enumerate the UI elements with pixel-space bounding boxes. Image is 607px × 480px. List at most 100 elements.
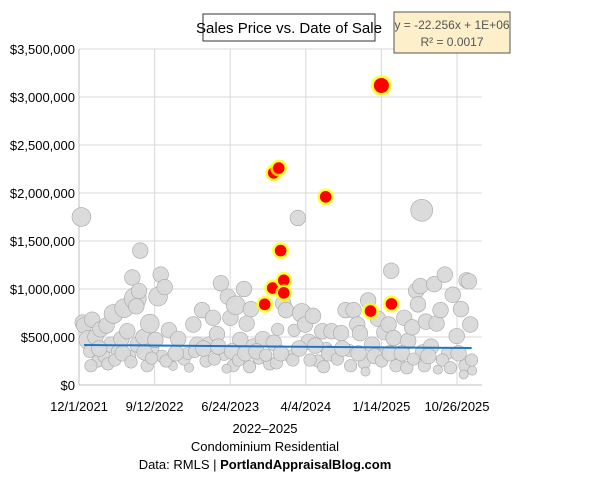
x-axis-label-years: 2022–2025 (232, 421, 297, 436)
gray-data-point (462, 316, 479, 333)
gray-data-point (226, 295, 246, 316)
gray-data-point (145, 351, 159, 365)
gray-data-point (383, 262, 400, 279)
gray-data-point (291, 340, 308, 357)
red-data-point (277, 274, 290, 287)
gray-data-point (385, 329, 402, 347)
gray-data-point (277, 302, 295, 319)
gray-data-point (286, 353, 300, 367)
gray-data-point (450, 345, 467, 362)
gray-data-point (344, 359, 358, 373)
gray-data-point (140, 313, 160, 334)
gray-data-point (147, 331, 164, 348)
gray-data-point (389, 359, 403, 373)
gray-data-point (304, 307, 322, 324)
gray-data-point (289, 209, 306, 227)
gray-data-point (124, 355, 138, 369)
gray-data-point (458, 369, 469, 380)
y-tick-label: $0 (61, 378, 75, 393)
gray-data-point (272, 345, 289, 362)
gray-data-point (409, 296, 427, 313)
gray-data-point (130, 282, 148, 300)
y-tick-label: $1,000,000 (10, 282, 75, 297)
y-tick-label: $2,500,000 (10, 138, 75, 153)
gray-data-point (271, 322, 285, 336)
gray-data-point (444, 286, 461, 303)
y-tick-label: $2,000,000 (10, 186, 75, 201)
gray-data-point (400, 361, 414, 375)
gray-data-point (448, 327, 465, 345)
x-tick-label: 4/4/2024 (280, 399, 331, 414)
gray-data-point (412, 278, 429, 295)
gray-data-point (212, 275, 230, 292)
red-data-point (274, 244, 287, 257)
gray-data-point (467, 365, 478, 376)
gray-data-point (124, 269, 141, 286)
gray-data-point (259, 348, 273, 362)
y-tick-label: $1,500,000 (10, 234, 75, 249)
x-tick-label: 12/1/2021 (50, 399, 108, 414)
gray-data-point (360, 366, 371, 377)
gray-data-point (404, 319, 421, 336)
x-tick-label: 1/14/2025 (352, 399, 410, 414)
gray-data-point (393, 345, 410, 362)
gray-data-point (128, 298, 145, 315)
gray-data-point (170, 330, 187, 348)
y-axis-ticks: $0 $500,000 $1,000,000 $1,500,000 $2,000,000… (10, 42, 75, 393)
gray-data-point (235, 280, 253, 298)
trendline (84, 343, 472, 350)
gray-data-point (91, 340, 108, 357)
gray-data-point (460, 273, 478, 290)
gray-data-point (443, 361, 457, 375)
gray-data-point (204, 309, 222, 326)
x-axis-label-category: Condominium Residential (191, 439, 339, 454)
gray-data-point (406, 352, 420, 366)
y-tick-label: $3,500,000 (10, 42, 75, 57)
gray-data-point (221, 363, 232, 374)
gray-data-point (465, 353, 479, 367)
highlighted-points (256, 74, 400, 320)
y-tick-label: $3,000,000 (10, 90, 75, 105)
gray-data-point (428, 315, 445, 332)
gray-data-point (426, 276, 443, 293)
x-tick-label: 10/26/2025 (424, 399, 489, 414)
gray-data-point (307, 337, 324, 354)
gray-data-point (156, 278, 173, 296)
source-prefix: Data: RMLS | (139, 457, 220, 472)
red-data-point (373, 77, 389, 93)
x-tick-label: 6/24/2023 (201, 399, 259, 414)
trendline-r-squared: R² = 0.0017 (420, 35, 483, 49)
gray-data-point (71, 207, 92, 227)
gray-data-point (345, 302, 362, 319)
gray-data-point (184, 362, 194, 373)
source-site: PortlandAppraisalBlog.com (220, 457, 391, 472)
gray-data-point (119, 323, 136, 340)
gray-data-point (433, 364, 443, 375)
red-data-point (258, 298, 271, 311)
gray-data-point (317, 360, 331, 374)
gray-data-point (435, 353, 449, 367)
gray-data-point (195, 340, 212, 357)
gray-data-point (238, 315, 255, 332)
gray-data-point (132, 242, 149, 259)
gray-data-point (167, 345, 184, 362)
gray-data-point (84, 359, 98, 373)
gray-data-point (452, 301, 470, 318)
y-tick-label: $500,000 (21, 330, 75, 345)
gray-data-point (303, 353, 317, 367)
gray-data-point (350, 345, 367, 362)
source-credit: Data: RMLS | PortlandAppraisalBlog.com (139, 457, 392, 472)
gray-data-point (436, 266, 453, 283)
red-data-point (277, 287, 290, 299)
gray-data-point (332, 325, 350, 342)
gray-data-point (207, 352, 221, 366)
red-data-point (385, 298, 398, 310)
red-data-point (364, 305, 377, 317)
gray-data-point (351, 325, 369, 342)
gray-data-point (334, 340, 351, 357)
gray-data-point (243, 360, 257, 374)
gray-data-point (420, 348, 437, 365)
chart-title: Sales Price vs. Date of Sale (196, 20, 382, 37)
